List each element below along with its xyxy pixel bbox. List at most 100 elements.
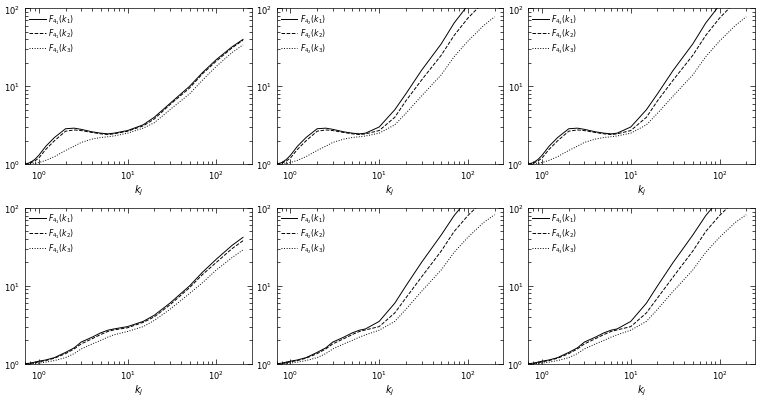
$F_{4_3}(k_3)$	[626, 132, 635, 136]
$F_{4_3}(k_3)$	[688, 268, 698, 273]
$F_{4_3}(k_3)$	[553, 358, 562, 363]
$F_{4_1}(k_2)$	[20, 361, 30, 366]
$F_{4_2}(k_2)$	[286, 156, 295, 161]
$F_{4_2}(k_3)$	[479, 221, 488, 225]
$F_{4_3}(k_2)$	[613, 328, 622, 332]
$F_{4_1}(k_1)$	[123, 324, 132, 329]
$F_{4_1}(k_3)$	[50, 155, 59, 160]
X-axis label: $k_j$: $k_j$	[637, 183, 647, 198]
$F_{4_1}(k_3)$	[88, 342, 97, 346]
$F_{4_2}(k_2)$	[463, 17, 472, 22]
$F_{4_2}(k_2)$	[321, 128, 330, 133]
$F_{4_3}(k_1)$	[701, 214, 710, 219]
$F_{4_2}(k_2)$	[272, 361, 282, 366]
$F_{4_1}(k_3)$	[103, 335, 112, 340]
$F_{4_2}(k_3)$	[321, 351, 330, 356]
$F_{4_1}(k_2)$	[185, 286, 194, 290]
$F_{4_1}(k_3)$	[212, 65, 221, 70]
$F_{4_1}(k_3)$	[185, 291, 194, 296]
$F_{4_2}(k_2)$	[301, 356, 310, 360]
$F_{4_1}(k_3)$	[185, 92, 194, 97]
$F_{4_2}(k_3)$	[339, 342, 348, 346]
$F_{4_1}(k_3)$	[41, 158, 50, 163]
$F_{4_1}(k_2)$	[212, 260, 221, 265]
$F_{4_2}(k_3)$	[321, 144, 330, 149]
$F_{4_2}(k_3)$	[272, 162, 282, 167]
$F_{4_3}(k_2)$	[537, 360, 546, 365]
$F_{4_3}(k_3)$	[534, 361, 543, 366]
$F_{4_3}(k_1)$	[573, 126, 582, 131]
$F_{4_1}(k_2)$	[212, 60, 221, 65]
$F_{4_1}(k_1)$	[30, 360, 39, 365]
$F_{4_3}(k_1)$	[688, 233, 698, 238]
$F_{4_2}(k_3)$	[277, 361, 286, 366]
$F_{4_2}(k_3)$	[402, 111, 411, 116]
$F_{4_1}(k_2)$	[185, 86, 194, 91]
$F_{4_2}(k_2)$	[417, 79, 426, 83]
$F_{4_1}(k_3)$	[70, 144, 79, 149]
$F_{4_2}(k_3)$	[402, 307, 411, 312]
$F_{4_3}(k_3)$	[642, 123, 651, 128]
$F_{4_3}(k_3)$	[537, 161, 546, 166]
$F_{4_1}(k_3)$	[198, 79, 207, 83]
$F_{4_3}(k_2)$	[580, 129, 589, 134]
$F_{4_2}(k_2)$	[390, 115, 399, 120]
$F_{4_2}(k_3)$	[339, 137, 348, 142]
$F_{4_3}(k_2)$	[591, 131, 600, 136]
$F_{4_3}(k_1)$	[669, 69, 678, 74]
$F_{4_3}(k_2)$	[529, 361, 538, 366]
$F_{4_2}(k_3)$	[293, 360, 302, 365]
$F_{4_3}(k_2)$	[600, 332, 609, 337]
$F_{4_3}(k_1)$	[534, 360, 543, 365]
$F_{4_2}(k_3)$	[361, 333, 370, 338]
$F_{4_2}(k_1)$	[321, 346, 330, 350]
$F_{4_2}(k_2)$	[355, 329, 364, 334]
$F_{4_3}(k_2)$	[564, 351, 573, 356]
$F_{4_2}(k_1)$	[417, 69, 426, 74]
$F_{4_2}(k_2)$	[272, 162, 282, 167]
$F_{4_1}(k_1)$	[20, 361, 30, 366]
$F_{4_2}(k_3)$	[348, 338, 357, 343]
$F_{4_2}(k_2)$	[282, 159, 291, 164]
$F_{4_1}(k_1)$	[198, 71, 207, 76]
$F_{4_1}(k_1)$	[238, 38, 247, 43]
$F_{4_1}(k_1)$	[30, 158, 39, 162]
$F_{4_2}(k_1)$	[449, 214, 458, 219]
$F_{4_1}(k_3)$	[26, 162, 35, 167]
$F_{4_1}(k_3)$	[77, 347, 86, 352]
$F_{4_2}(k_2)$	[286, 360, 295, 365]
$F_{4_3}(k_3)$	[524, 162, 533, 167]
$F_{4_3}(k_2)$	[669, 79, 678, 83]
$F_{4_3}(k_2)$	[573, 347, 582, 352]
$F_{4_1}(k_1)$	[212, 58, 221, 63]
$F_{4_1}(k_2)$	[50, 139, 59, 144]
$F_{4_3}(k_3)$	[524, 361, 533, 366]
$F_{4_1}(k_1)$	[88, 335, 97, 340]
$F_{4_2}(k_2)$	[479, 198, 488, 203]
$F_{4_1}(k_2)$	[20, 162, 30, 167]
$F_{4_3}(k_3)$	[653, 111, 662, 116]
$F_{4_3}(k_2)$	[626, 324, 635, 329]
$F_{4_1}(k_2)$	[228, 247, 237, 251]
$F_{4_1}(k_2)$	[70, 347, 79, 352]
$F_{4_1}(k_1)$	[20, 162, 30, 167]
$F_{4_1}(k_1)$	[50, 136, 59, 141]
$F_{4_1}(k_3)$	[96, 136, 106, 141]
$F_{4_1}(k_2)$	[77, 129, 86, 134]
$F_{4_1}(k_1)$	[228, 243, 237, 248]
$F_{4_2}(k_2)$	[328, 129, 337, 134]
$F_{4_2}(k_3)$	[313, 355, 322, 360]
$F_{4_3}(k_1)$	[606, 328, 616, 333]
$F_{4_3}(k_1)$	[524, 162, 533, 167]
$F_{4_2}(k_3)$	[436, 268, 446, 273]
$F_{4_2}(k_2)$	[313, 130, 322, 134]
$F_{4_2}(k_3)$	[301, 155, 310, 160]
$F_{4_2}(k_3)$	[355, 335, 364, 340]
$F_{4_2}(k_3)$	[282, 162, 291, 166]
$F_{4_3}(k_1)$	[626, 319, 635, 324]
$F_{4_2}(k_2)$	[449, 229, 458, 234]
$F_{4_2}(k_1)$	[313, 127, 322, 132]
$F_{4_1}(k_3)$	[109, 333, 118, 338]
$F_{4_3}(k_3)$	[606, 135, 616, 140]
$F_{4_1}(k_1)$	[34, 154, 43, 158]
